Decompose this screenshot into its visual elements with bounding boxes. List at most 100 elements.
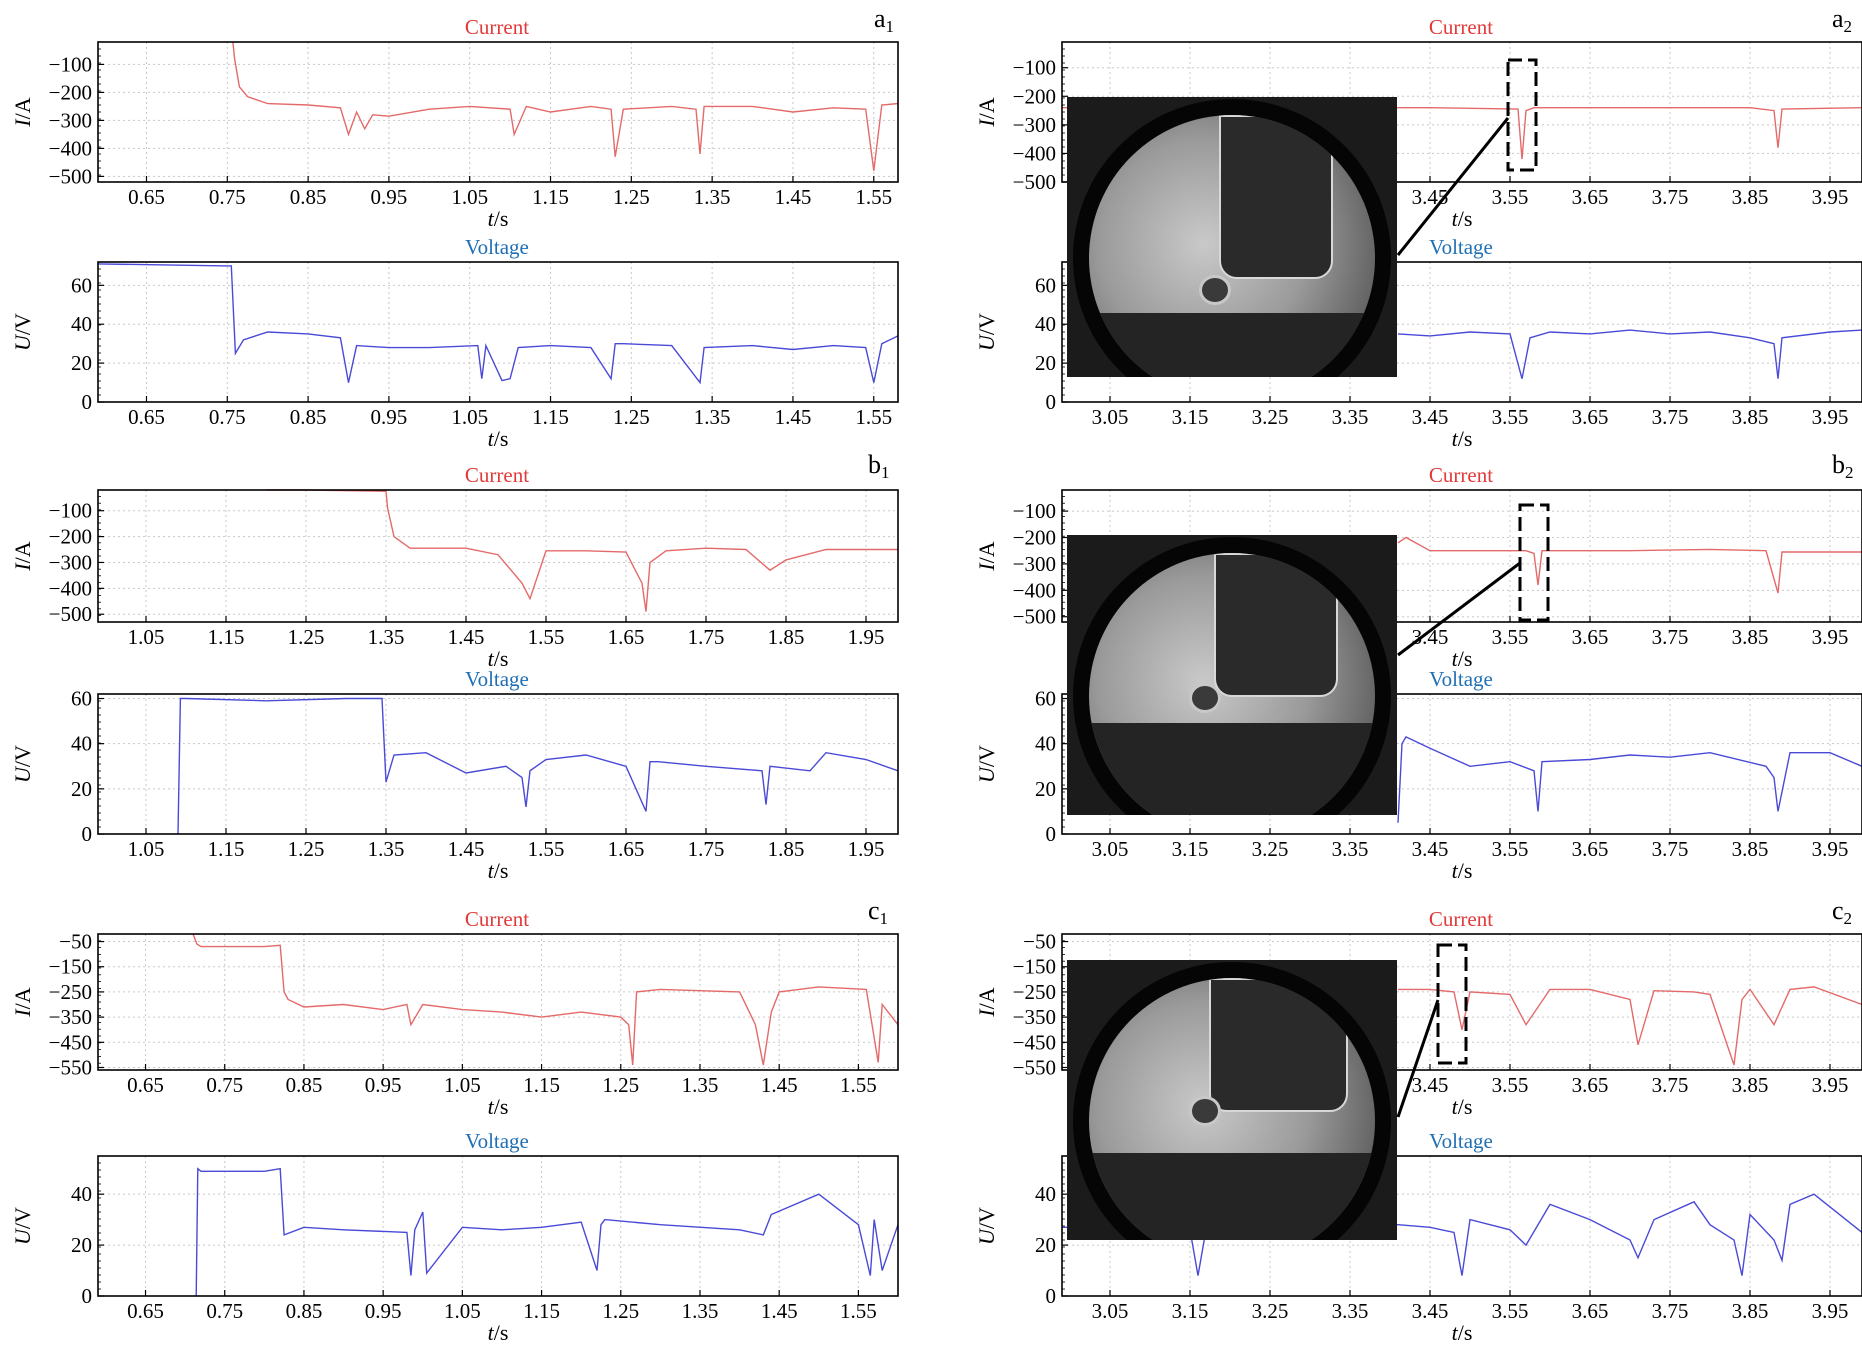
- c2-voltage-xtick-label: 3.35: [1332, 1299, 1369, 1323]
- a1-current-title: Current: [465, 15, 529, 39]
- a2-voltage-xtick-label: 3.35: [1332, 405, 1369, 429]
- c2-voltage-ylabel: U/V: [974, 1207, 999, 1245]
- a1-voltage-xtick-label: 1.45: [775, 405, 812, 429]
- b2-current-xtick-label: 3.65: [1572, 625, 1609, 649]
- panel-label-b1: b1: [868, 450, 890, 482]
- b1-voltage-xtick-label: 1.45: [448, 837, 485, 861]
- c1-voltage-ytick-label: 0: [82, 1284, 93, 1308]
- a2-voltage-ytick-label: 40: [1035, 312, 1056, 336]
- c1-current-frame: [97, 933, 899, 1071]
- b2-voltage-ytick-label: 40: [1035, 732, 1056, 756]
- b2-voltage-xtick-label: 3.95: [1812, 837, 1849, 861]
- c1-voltage-ylabel: U/V: [10, 1207, 35, 1245]
- b1-voltage-frame: [97, 693, 899, 835]
- c1-current-xtick-label: 0.75: [206, 1073, 243, 1097]
- workpiece-floor: [1089, 723, 1375, 815]
- c2-current-title: Current: [1429, 907, 1493, 931]
- c1-voltage-series-line: [195, 1167, 899, 1297]
- c1-voltage-xtick-label: 1.25: [602, 1299, 639, 1323]
- camera-view: [1089, 978, 1375, 1240]
- b1-current-xtick-label: 1.15: [208, 625, 245, 649]
- b1-current-xtick-label: 1.25: [288, 625, 325, 649]
- c2-current-ytick-label: −350: [1013, 1005, 1056, 1029]
- c2-voltage-xtick-label: 3.15: [1172, 1299, 1209, 1323]
- a2-current-xtick-label: 3.45: [1412, 185, 1449, 209]
- droplet: [1189, 1096, 1221, 1126]
- c2-voltage-xtick-label: 3.45: [1412, 1299, 1449, 1323]
- a2-voltage-xtick-label: 3.25: [1252, 405, 1289, 429]
- a2-current-title: Current: [1429, 15, 1493, 39]
- a1-current-xtick-label: 1.05: [451, 185, 488, 209]
- c2-voltage-xtick-label: 3.75: [1652, 1299, 1689, 1323]
- b2-current-xtick-label: 3.55: [1492, 625, 1529, 649]
- a1-current-xtick-label: 1.35: [694, 185, 731, 209]
- a2-voltage-xtick-label: 3.85: [1732, 405, 1769, 429]
- b1-current-title: Current: [465, 463, 529, 487]
- b2-voltage-xtick-label: 3.85: [1732, 837, 1769, 861]
- b2-current-ytick-label: −300: [1013, 552, 1056, 576]
- a2-voltage-xtick-label: 3.15: [1172, 405, 1209, 429]
- b1-current-frame: [97, 489, 899, 623]
- a1-current-xtick-label: 0.65: [128, 185, 165, 209]
- c1-voltage-xtick-label: 1.05: [444, 1299, 481, 1323]
- camera-view: [1089, 553, 1375, 815]
- c2-current-ylabel: I/A: [974, 987, 999, 1017]
- a2-current-xtick-label: 3.65: [1572, 185, 1609, 209]
- b2-voltage-ytick-label: 20: [1035, 777, 1056, 801]
- b2-voltage-xtick-label: 3.55: [1492, 837, 1529, 861]
- c1-current-title: Current: [465, 907, 529, 931]
- b1-voltage-ytick-label: 0: [82, 822, 93, 846]
- a2-current-xtick-label: 3.95: [1812, 185, 1849, 209]
- a1-voltage-xtick-label: 0.95: [371, 405, 408, 429]
- b1-voltage-ytick-label: 20: [71, 777, 92, 801]
- a1-current-xtick-label: 0.85: [290, 185, 327, 209]
- panel-label-a2: a2: [1832, 4, 1853, 36]
- b1-current-ytick-label: −300: [49, 550, 92, 574]
- c2-current-xtick-label: 3.75: [1652, 1073, 1689, 1097]
- c1-voltage-xtick-label: 1.45: [761, 1299, 798, 1323]
- c1-current-series-line: [192, 933, 899, 1066]
- b2-voltage-xtick-label: 3.35: [1332, 837, 1369, 861]
- a2-current-xlabel: t/s: [1452, 206, 1473, 231]
- c1-current-ytick-label: −250: [49, 980, 92, 1004]
- a1-current-frame: [97, 41, 899, 183]
- panel-label-c1: c1: [868, 896, 889, 928]
- a1-current-ytick-label: −500: [49, 164, 92, 188]
- a2-voltage-xlabel: t/s: [1452, 426, 1473, 451]
- c1-voltage-ytick-label: 40: [71, 1182, 92, 1206]
- a1-voltage-ytick-label: 60: [71, 273, 92, 297]
- b2-current-ylabel: I/A: [974, 541, 999, 571]
- camera-inset-a: [1067, 97, 1397, 377]
- b1-current-ylabel: I/A: [10, 541, 35, 571]
- tool-shape: [1219, 115, 1333, 279]
- a1-voltage-xlabel: t/s: [488, 426, 509, 451]
- b1-current-xtick-label: 1.65: [608, 625, 645, 649]
- b1-voltage-ylabel: U/V: [10, 745, 35, 783]
- a1-current-ytick-label: −200: [49, 80, 92, 104]
- c2-current-ytick-label: −450: [1013, 1030, 1056, 1054]
- c2-current-xtick-label: 3.65: [1572, 1073, 1609, 1097]
- a1-voltage-xtick-label: 0.75: [209, 405, 246, 429]
- a2-voltage-ytick-label: 60: [1035, 273, 1056, 297]
- a1-voltage-series-line: [97, 263, 899, 385]
- c1-current-xlabel: t/s: [488, 1094, 509, 1119]
- camera-inset-c: [1067, 960, 1397, 1240]
- c1-current-ytick-label: −450: [49, 1030, 92, 1054]
- c2-current-ytick-label: −550: [1013, 1055, 1056, 1079]
- panel-label-c2: c2: [1832, 896, 1853, 928]
- a1-voltage-xtick-label: 0.85: [290, 405, 327, 429]
- camera-view: [1089, 115, 1375, 377]
- c1-current-ytick-label: −150: [49, 955, 92, 979]
- b1-current-xtick-label: 1.35: [368, 625, 405, 649]
- a2-voltage-xtick-label: 3.05: [1092, 405, 1129, 429]
- b1-voltage-ytick-label: 40: [71, 732, 92, 756]
- a1-current-xtick-label: 1.15: [532, 185, 569, 209]
